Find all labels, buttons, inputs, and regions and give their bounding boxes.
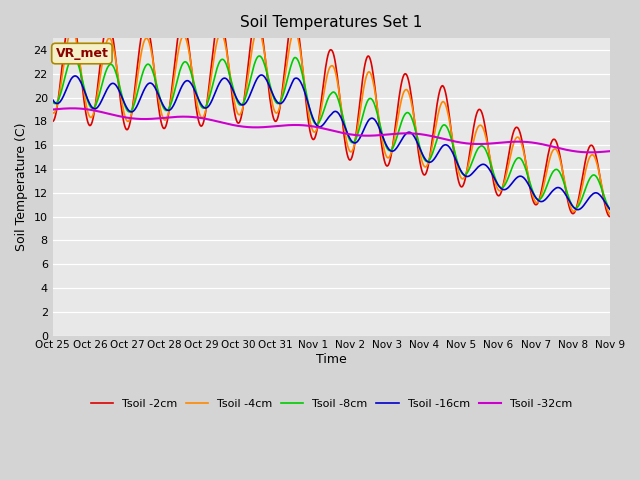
- Tsoil -2cm: [203, 100, 211, 106]
- Tsoil -2cm: [59, 58, 67, 64]
- Tsoil -4cm: [606, 211, 614, 217]
- Line: Tsoil -32cm: Tsoil -32cm: [52, 108, 610, 152]
- Tsoil -8cm: [49, 99, 56, 105]
- Tsoil -16cm: [606, 206, 614, 212]
- Tsoil -4cm: [202, 106, 210, 111]
- Tsoil -8cm: [173, 80, 180, 85]
- Tsoil -16cm: [59, 95, 67, 100]
- X-axis label: Time: Time: [316, 353, 347, 366]
- Tsoil -8cm: [59, 83, 67, 89]
- Tsoil -32cm: [173, 114, 181, 120]
- Tsoil -8cm: [400, 113, 408, 119]
- Tsoil -16cm: [202, 105, 210, 111]
- Tsoil -2cm: [117, 101, 125, 107]
- Tsoil -8cm: [606, 206, 614, 212]
- Tsoil -32cm: [606, 148, 614, 154]
- Tsoil -32cm: [49, 107, 56, 112]
- Line: Tsoil -16cm: Tsoil -16cm: [52, 75, 610, 210]
- Y-axis label: Soil Temperature (C): Soil Temperature (C): [15, 122, 28, 251]
- Legend: Tsoil -2cm, Tsoil -4cm, Tsoil -8cm, Tsoil -16cm, Tsoil -32cm: Tsoil -2cm, Tsoil -4cm, Tsoil -8cm, Tsoi…: [86, 395, 577, 414]
- Tsoil -4cm: [59, 69, 67, 75]
- Tsoil -4cm: [116, 87, 124, 93]
- Text: VR_met: VR_met: [56, 47, 108, 60]
- Tsoil -16cm: [400, 133, 408, 139]
- Tsoil -32cm: [59, 106, 67, 111]
- Tsoil -16cm: [416, 146, 424, 152]
- Tsoil -8cm: [256, 53, 264, 59]
- Tsoil -2cm: [49, 119, 56, 124]
- Tsoil -16cm: [49, 97, 56, 103]
- Tsoil -32cm: [117, 114, 125, 120]
- Tsoil -2cm: [606, 214, 614, 219]
- Tsoil -4cm: [173, 59, 180, 64]
- Tsoil -32cm: [68, 106, 76, 111]
- Tsoil -32cm: [400, 131, 408, 136]
- Line: Tsoil -4cm: Tsoil -4cm: [52, 30, 610, 214]
- Tsoil -16cm: [116, 90, 124, 96]
- Tsoil -4cm: [49, 110, 56, 116]
- Tsoil -4cm: [254, 27, 262, 33]
- Tsoil -8cm: [202, 103, 210, 109]
- Tsoil -2cm: [400, 72, 408, 78]
- Title: Soil Temperatures Set 1: Soil Temperatures Set 1: [240, 15, 422, 30]
- Tsoil -32cm: [203, 116, 211, 122]
- Tsoil -2cm: [173, 37, 181, 43]
- Tsoil -32cm: [416, 131, 424, 137]
- Line: Tsoil -8cm: Tsoil -8cm: [52, 56, 610, 209]
- Tsoil -4cm: [400, 89, 408, 95]
- Tsoil -16cm: [574, 207, 582, 213]
- Tsoil -16cm: [173, 96, 180, 101]
- Tsoil -2cm: [416, 159, 424, 165]
- Tsoil -2cm: [67, 12, 75, 17]
- Tsoil -16cm: [257, 72, 265, 78]
- Tsoil -8cm: [416, 145, 424, 151]
- Tsoil -4cm: [416, 150, 424, 156]
- Line: Tsoil -2cm: Tsoil -2cm: [52, 14, 610, 216]
- Tsoil -8cm: [116, 85, 124, 91]
- Tsoil -32cm: [587, 149, 595, 155]
